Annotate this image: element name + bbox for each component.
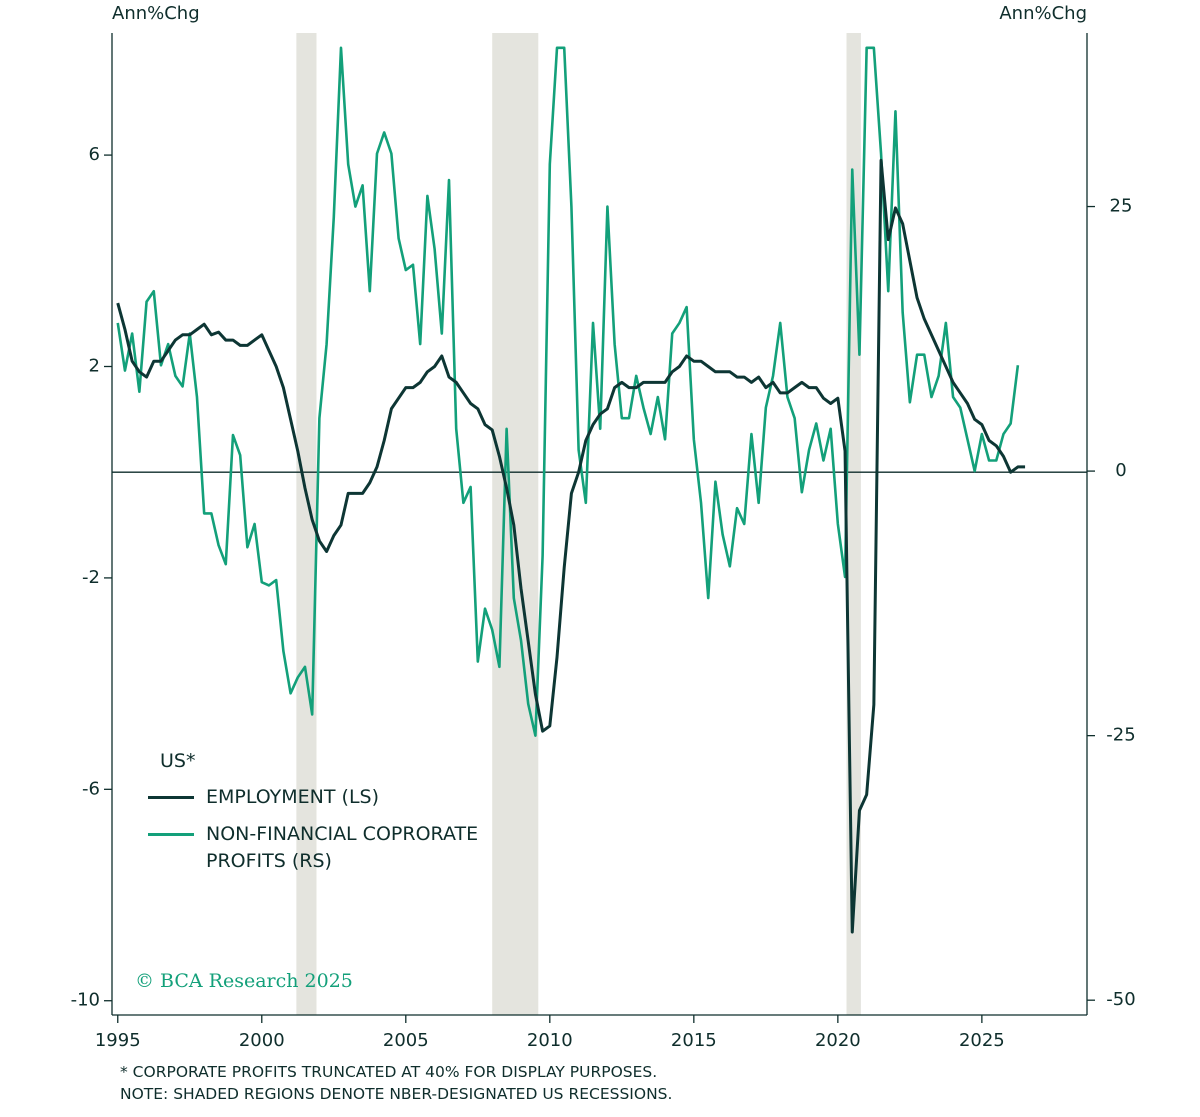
legend-swatch — [148, 796, 194, 799]
y-tick-label: 6 — [89, 144, 100, 165]
y-tick-label: -6 — [82, 778, 100, 799]
x-tick-label: 2000 — [239, 1030, 285, 1051]
legend-item: NON-FINANCIAL COPRORATE PROFITS (RS) — [148, 821, 536, 875]
legend-title: US* — [160, 750, 196, 772]
x-tick-label: 2015 — [671, 1030, 717, 1051]
legend-item: EMPLOYMENT (LS) — [148, 784, 536, 811]
y-axis-label: Ann%Chg — [112, 3, 200, 24]
legend: US* EMPLOYMENT (LS) NON-FINANCIAL COPRORA… — [148, 748, 536, 885]
footnote: * CORPORATE PROFITS TRUNCATED AT 40% FOR… — [120, 1063, 658, 1081]
x-tick-label: 1995 — [95, 1030, 141, 1051]
y2-tick-label: 25 — [1110, 196, 1133, 217]
footnote: NOTE: SHADED REGIONS DENOTE NBER-DESIGNA… — [120, 1085, 673, 1103]
series-line — [116, 158, 1026, 934]
y2-tick-label: 0 — [1115, 460, 1126, 481]
y-tick-label: -2 — [82, 567, 100, 588]
legend-label: EMPLOYMENT (LS) — [206, 786, 380, 808]
recession-band — [492, 33, 539, 1015]
y2-tick-label: -50 — [1106, 989, 1135, 1010]
y2-tick-label: -25 — [1106, 725, 1135, 746]
watermark: © BCA Research 2025 — [135, 970, 353, 992]
y2-axis-label: Ann%Chg — [999, 3, 1087, 24]
series-line — [116, 46, 1020, 737]
legend-label: NON-FINANCIAL COPRORATE PROFITS (RS) — [206, 823, 479, 872]
x-tick-label: 2025 — [959, 1030, 1005, 1051]
y-tick-label: -10 — [71, 990, 100, 1011]
x-tick-label: 2010 — [527, 1030, 573, 1051]
legend-swatch — [148, 833, 194, 836]
x-tick-label: 2020 — [815, 1030, 861, 1051]
recession-band — [296, 33, 317, 1015]
x-tick-label: 2005 — [383, 1030, 429, 1051]
y-tick-label: 2 — [89, 355, 100, 376]
